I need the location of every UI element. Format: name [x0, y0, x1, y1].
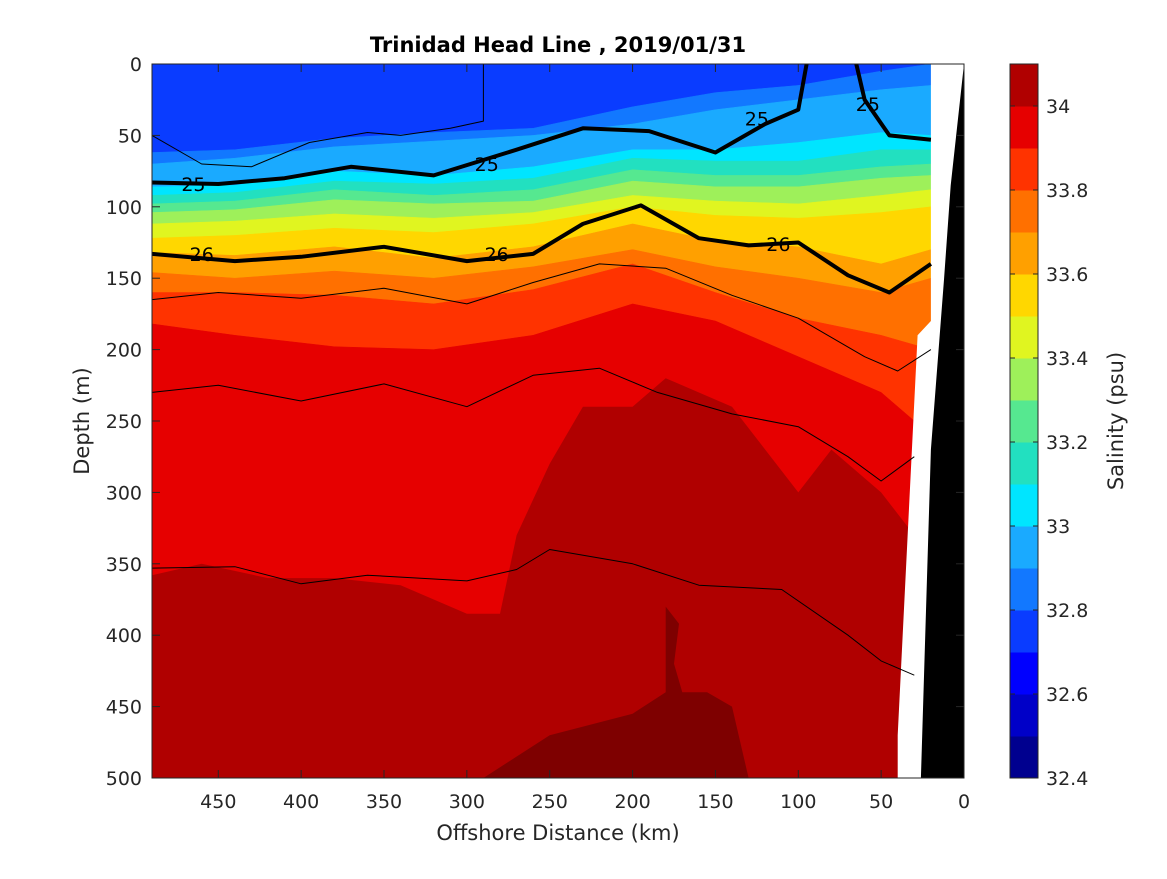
deep-region-0: [152, 378, 915, 778]
y-axis: 0 50 100 150 200 250 300 350 400 450 500: [106, 54, 964, 790]
bathymetry-polygon: [920, 64, 964, 778]
isopycnal-line-6: [152, 64, 484, 168]
colorbar-frame: [1009, 63, 1039, 779]
deep-salinity-regions: [152, 378, 915, 778]
contour-label-0-0: 25: [181, 174, 205, 196]
colorbar-tick-label: 33.6: [1046, 264, 1088, 286]
chart-title: Trinidad Head Line , 2019/01/31: [370, 33, 746, 57]
colorbar-swatch-6: [1010, 484, 1038, 527]
plot-area: 25 25 25 25 26 26 26: [152, 64, 964, 778]
colorbar-tick-label: 33.4: [1046, 348, 1088, 370]
x-tick-label: 350: [366, 791, 402, 813]
y-axis-label: Depth (m): [70, 367, 94, 474]
y-tick-label: 450: [106, 697, 142, 719]
isopycnal-line-1: [854, 64, 932, 142]
colorbar-tick-label: 34: [1046, 96, 1070, 118]
x-tick-label: 50: [869, 791, 893, 813]
y-tick-label: 0: [130, 54, 142, 76]
colorbar-swatch-14: [1010, 148, 1038, 191]
x-tick-label: 250: [532, 791, 568, 813]
deep-region-1: [450, 606, 749, 778]
colorbar-swatch-13: [1010, 190, 1038, 233]
x-tick-label: 150: [697, 791, 733, 813]
colorbar-tick-label: 33: [1046, 516, 1070, 538]
ocean-bottom: [920, 64, 964, 778]
y-tick-label: 250: [106, 411, 142, 433]
isopycnal-line-2: [152, 203, 933, 295]
colorbar-swatch-11: [1010, 274, 1038, 317]
isopycnal-line-5: [152, 549, 915, 676]
x-tick-label: 100: [780, 791, 816, 813]
contour-label-2-0: 26: [190, 244, 214, 266]
contour-label-0-2: 25: [745, 108, 769, 130]
colorbar-swatch-2: [1010, 652, 1038, 695]
colorbar-tick-label: 33.8: [1046, 180, 1088, 202]
colorbar-swatch-7: [1010, 442, 1038, 485]
y-tick-label: 350: [106, 554, 142, 576]
y-tick-label: 200: [106, 340, 142, 362]
contour-label-2-2: 26: [766, 234, 790, 256]
contour-label-2-1: 26: [485, 244, 509, 266]
colorbar-swatch-15: [1010, 106, 1038, 149]
colorbar-swatch-3: [1010, 610, 1038, 653]
colorbar-swatch-8: [1010, 400, 1038, 443]
colorbar-swatch-10: [1010, 316, 1038, 359]
x-tick-label: 450: [200, 791, 236, 813]
colorbar: [1009, 63, 1039, 779]
x-tick-label: 300: [449, 791, 485, 813]
colorbar-tick-label: 32.8: [1046, 600, 1088, 622]
colorbar-ticks: 34 33.8 33.6 33.4 33.2 33 32.8 32.6 32.4: [1010, 96, 1088, 790]
isopycnal-contours: 25 25 25 25 26 26 26: [152, 64, 933, 676]
x-axis-label: Offshore Distance (km): [436, 821, 679, 845]
contour-label-1-0: 25: [856, 94, 880, 116]
colorbar-swatch-0: [1010, 736, 1038, 779]
y-tick-label: 100: [106, 197, 142, 219]
y-tick-label: 500: [106, 768, 142, 790]
isopycnal-line-3: [152, 263, 932, 372]
isopycnal-line-0: [152, 64, 809, 186]
colorbar-swatch-5: [1010, 526, 1038, 569]
colorbar-tick-label: 32.4: [1046, 768, 1088, 790]
colorbar-tick-label: 33.2: [1046, 432, 1088, 454]
colorbar-swatch-9: [1010, 358, 1038, 401]
y-tick-label: 300: [106, 482, 142, 504]
isopycnal-line-4: [152, 367, 915, 482]
x-tick-label: 200: [614, 791, 650, 813]
x-tick-label: 400: [283, 791, 319, 813]
colorbar-tick-label: 32.6: [1046, 684, 1088, 706]
x-tick-label: 0: [958, 791, 970, 813]
contour-label-0-1: 25: [475, 154, 499, 176]
colorbar-swatch-16: [1010, 64, 1038, 107]
colorbar-label: Salinity (psu): [1104, 352, 1128, 490]
y-tick-label: 50: [118, 125, 142, 147]
y-tick-label: 150: [106, 268, 142, 290]
y-tick-label: 400: [106, 625, 142, 647]
x-axis: 450 400 350 300 250 200 150 100 50 0: [200, 64, 970, 813]
colorbar-swatch-4: [1010, 568, 1038, 611]
colorbar-swatch-1: [1010, 694, 1038, 737]
colorbar-swatch-12: [1010, 232, 1038, 275]
